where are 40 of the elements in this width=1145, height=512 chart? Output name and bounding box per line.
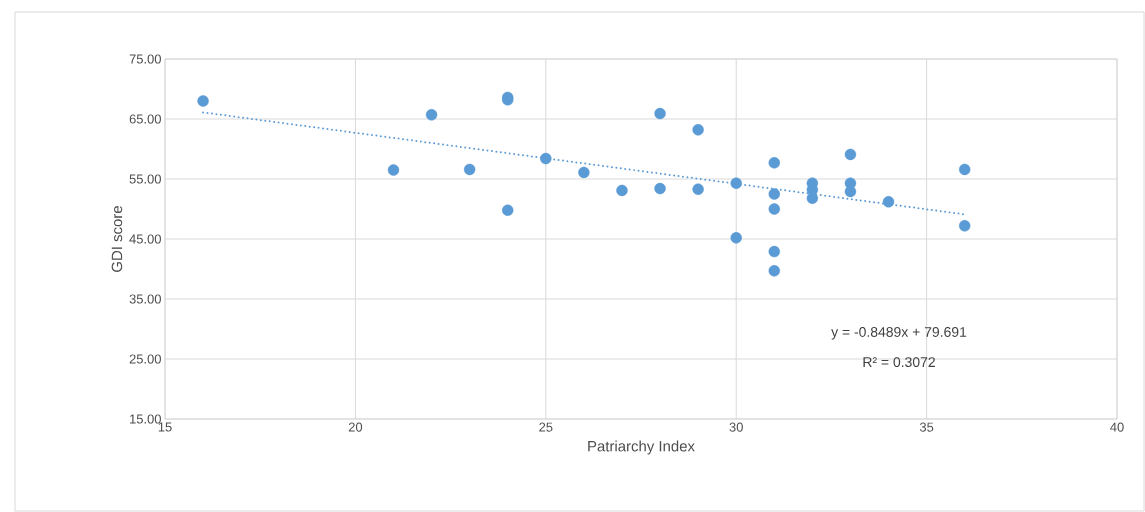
annotation: y = -0.8489x + 79.691	[831, 326, 967, 340]
point	[654, 107, 666, 120]
y-tick-label: 65.00	[129, 114, 161, 124]
point	[578, 166, 590, 179]
point	[768, 203, 780, 215]
x-tick-label: 35	[919, 422, 934, 432]
x-tick-label: 25	[539, 422, 553, 432]
x-axis-title: Patriarchy Index	[588, 440, 695, 455]
y-tick-label: 15.00	[130, 414, 161, 424]
point	[844, 148, 857, 161]
point	[425, 109, 438, 121]
x-tick-label: 15	[158, 422, 172, 432]
point	[768, 245, 780, 258]
y-tick-label: 55.00	[129, 174, 161, 184]
y-tick-label: 25.00	[129, 354, 161, 364]
point	[463, 163, 476, 176]
point	[502, 204, 514, 216]
point	[197, 95, 209, 107]
y-tick-label: 35.00	[129, 294, 161, 304]
x-tick-label: 30	[729, 422, 743, 432]
point	[692, 124, 704, 136]
point	[540, 152, 552, 165]
x-tick-label: 20	[348, 422, 363, 432]
point	[730, 232, 742, 244]
y-axis-title: GDI score	[111, 206, 123, 272]
annotation: R² = 0.3072	[863, 357, 935, 368]
point	[958, 163, 971, 176]
y-tick-label: 45.00	[129, 234, 161, 244]
point	[768, 157, 780, 169]
point	[387, 164, 400, 176]
point	[730, 177, 742, 189]
point	[882, 196, 895, 208]
point	[958, 220, 971, 232]
point	[616, 184, 628, 197]
y-tick-label: 75.00	[129, 54, 161, 64]
point	[654, 182, 666, 195]
x-tick-label: 40	[1110, 422, 1124, 432]
point	[768, 265, 780, 277]
point	[768, 188, 780, 200]
point	[692, 183, 704, 195]
